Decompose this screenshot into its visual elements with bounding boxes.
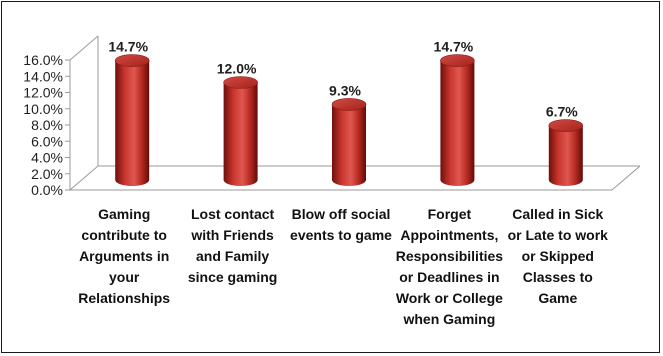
- bar-top: [223, 76, 258, 89]
- bar-body: [115, 60, 150, 186]
- x-category-label: Forget Appointments, Responsibilities or…: [395, 206, 504, 327]
- data-label: 9.3%: [329, 82, 361, 98]
- data-label: 14.7%: [108, 39, 148, 55]
- x-category-label: Lost contact with Friends and Family sin…: [187, 206, 278, 285]
- y-tick-label: 10.0%: [23, 101, 63, 117]
- bar-body: [332, 104, 366, 186]
- y-tick-label: 16.0%: [23, 52, 63, 68]
- y-tick-label: 14.0%: [23, 68, 63, 84]
- bar: [223, 76, 258, 186]
- floor-right-edge: [611, 165, 641, 191]
- data-label: 12.0%: [217, 61, 257, 77]
- bar-top: [440, 54, 475, 67]
- bar: [331, 98, 367, 186]
- y-tick-label: 6.0%: [31, 133, 63, 149]
- y-tick-label: 0.0%: [31, 182, 63, 198]
- bar-top: [331, 98, 367, 111]
- wall-top-edge: [69, 35, 99, 61]
- y-tick-label: 4.0%: [31, 150, 63, 166]
- y-axis-ticks: 0.0%2.0%4.0%6.0%8.0%10.0%12.0%14.0%16.0%: [23, 52, 70, 198]
- bar: [548, 119, 584, 186]
- bar: [114, 54, 150, 186]
- bar-top: [548, 119, 584, 132]
- y-tick-label: 12.0%: [23, 85, 63, 101]
- y-tick-label: 8.0%: [31, 117, 63, 133]
- bar-body: [548, 125, 583, 186]
- x-category-label: Blow off social events to game: [290, 206, 392, 243]
- bar-top: [114, 54, 150, 67]
- bars: [114, 54, 584, 186]
- bar-body: [440, 60, 475, 186]
- data-label: 14.7%: [434, 39, 474, 55]
- floor-left-edge: [69, 165, 99, 191]
- data-labels: 14.7% 12.0% 9.3% 14.7% 6.7%: [108, 39, 578, 120]
- data-label: 6.7%: [546, 104, 578, 120]
- x-category-label: Gaming contribute to Arguments in your R…: [78, 206, 171, 306]
- bar: [440, 54, 475, 186]
- x-category-label: Called in Sick or Late to work or Skippe…: [507, 206, 608, 306]
- bar-body: [223, 82, 258, 186]
- y-tick-label: 2.0%: [31, 166, 63, 182]
